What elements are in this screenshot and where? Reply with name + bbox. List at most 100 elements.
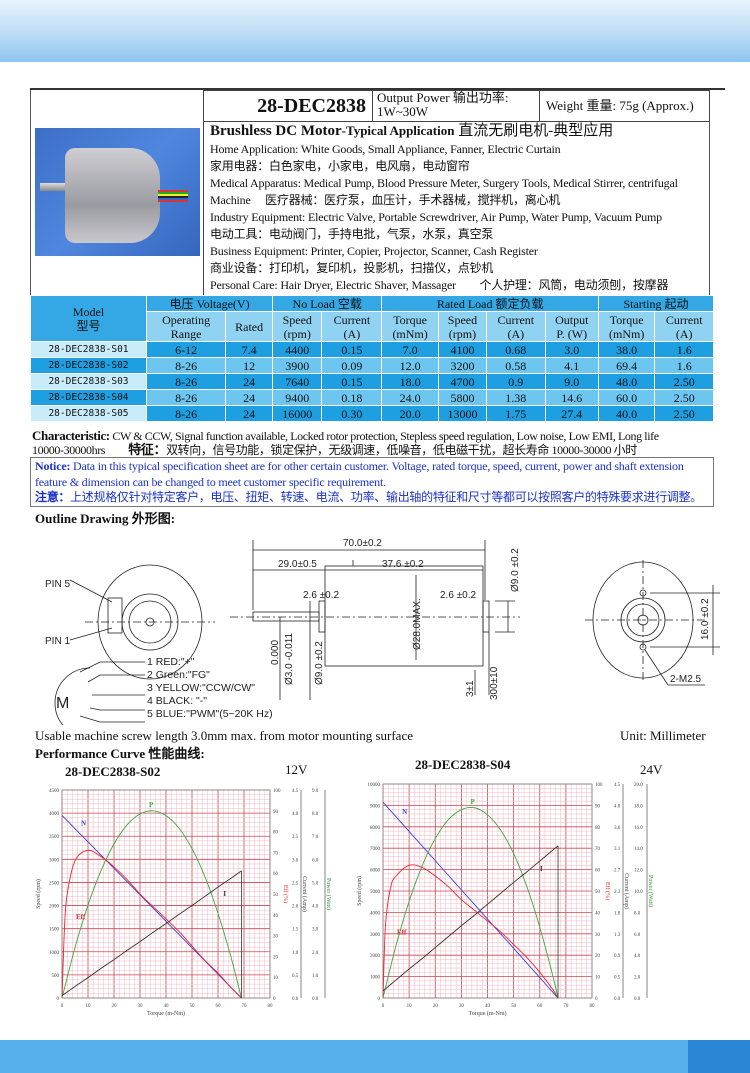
dim-holes: 16.0 ±0.2: [700, 598, 711, 640]
x-tick-label: 70: [563, 1004, 569, 1009]
current-tick-label: 0.5: [614, 976, 621, 981]
chart2-voltage: 24V: [640, 762, 663, 777]
y-axis-label: Speed (rpm): [35, 879, 42, 909]
applications: Brushless DC Motor-Typical Application 直…: [203, 121, 710, 295]
chart2-title: 28-DEC2838-S04: [415, 757, 511, 772]
y-tick-label: 9000: [370, 804, 381, 809]
eff-tick-label: 80: [273, 831, 279, 836]
table-cell: 40.0: [597, 405, 656, 422]
eff-tick-label: 60: [273, 872, 279, 877]
side-view: 70.0±0.2 29.0±0.5 37.6 ±0.2 2.6 ±0.2 2.6…: [230, 538, 521, 700]
sub-header: Torque (mNm): [597, 311, 656, 342]
table-cell: 18.0: [381, 373, 439, 390]
current-tick-label: 4.5: [614, 783, 621, 788]
table-cell: 1.38: [486, 389, 546, 406]
power-tick-label: 8.0: [312, 812, 319, 817]
current-tick-label: 2.0: [292, 905, 299, 910]
series-n-label: N: [402, 808, 407, 816]
sub-header: Current (A): [486, 311, 546, 342]
eff-axis-label: Eff (%): [282, 885, 289, 903]
table-cell: 48.0: [597, 373, 656, 390]
table-cell: 0.30: [321, 405, 383, 422]
x-tick-label: 0: [61, 1004, 64, 1009]
chart-s02: 0 10 20 30 40 50 60 70 8005001000150020002500300…: [35, 789, 332, 1017]
characteristic-text: CW & CCW, Signal function available, Loc…: [109, 429, 659, 443]
table-cell: 3900: [272, 357, 323, 374]
x-tick-label: 60: [216, 1004, 222, 1009]
current-tick-label: 1.8: [614, 911, 621, 916]
table-cell: 6-12: [145, 341, 227, 358]
eff-tick-label: 30: [595, 933, 601, 938]
current-tick-label: 3.5: [292, 835, 299, 840]
drawing-title: Outline Drawing 外形图:: [35, 511, 176, 526]
sub-header: Output P. (W): [544, 311, 599, 342]
table-cell: 1.75: [486, 405, 546, 422]
current-tick-label: 3.0: [292, 858, 299, 863]
dim-shaft-tol: 0.000: [270, 640, 281, 665]
x-tick-label: 0: [382, 1004, 385, 1009]
current-tick-label: 0.5: [292, 974, 299, 979]
y-tick-label: 4000: [49, 812, 60, 817]
eff-tick-label: 90: [273, 810, 279, 815]
y-tick-label: 2000: [370, 954, 381, 959]
y-tick-label: 1500: [49, 928, 60, 933]
x-tick-label: 50: [511, 1004, 517, 1009]
voltage-header: 电压 Voltage(V): [145, 295, 274, 312]
current-axis-label: Current (Amp): [623, 873, 630, 909]
table-cell: 0.09: [321, 357, 383, 374]
series-i-label: I: [540, 865, 543, 873]
dim-wire: 300±10: [489, 666, 500, 700]
notice-text: Data in this typical specification sheet…: [35, 459, 684, 489]
application-line: Personal Care: Hair Dryer, Electric Shav…: [210, 278, 669, 292]
table-row: 28-DEC2838-S05 8-26 24 16000 0.30 20.0 13000 1.…: [30, 405, 714, 422]
power-tick-label: 18.0: [634, 804, 643, 809]
front-view: PIN 5 PIN 1: [45, 564, 215, 680]
series-n-line: [61, 815, 242, 999]
motor-symbol: M: [56, 695, 69, 712]
series-i-line: [382, 845, 559, 992]
table-row: 28-DEC2838-S04 8-26 24 9400 0.18 24.0 5800 1.38…: [30, 389, 714, 406]
power-tick-label: 4.0: [634, 954, 641, 959]
x-tick-label: 80: [590, 1004, 596, 1009]
x-tick-label: 40: [164, 1004, 170, 1009]
current-axis-label: Current (Amp): [301, 876, 308, 912]
table-cell: 20.0: [381, 405, 439, 422]
x-tick-label: 30: [138, 1004, 144, 1009]
model-cell: 28-DEC2838-S03: [30, 373, 147, 390]
current-tick-label: 1.3: [614, 933, 621, 938]
divider: [30, 88, 725, 90]
table-cell: 0.58: [486, 357, 546, 374]
ratedload-header: Rated Load 额定负载: [381, 295, 599, 312]
y-tick-label: 5000: [370, 890, 381, 895]
sub-header: Current (A): [654, 311, 714, 342]
table-cell: 60.0: [597, 389, 656, 406]
app-title-rest: -Typical Application: [341, 123, 455, 138]
wire-3: 3 YELLOW:"CCW/CW": [147, 682, 255, 694]
power-tick-label: 6.0: [312, 858, 319, 863]
dim-shaft-dia: Ø3.0 -0.011: [284, 632, 295, 685]
characteristic-line2: 10000-30000hrs: [32, 443, 106, 457]
table-cell: 12: [225, 357, 274, 374]
power-tick-label: 0.0: [312, 997, 319, 1002]
table-cell: 0.15: [321, 341, 383, 358]
y-tick-label: 6000: [370, 869, 381, 874]
x-axis-label: Torque (m-Nm): [468, 1010, 506, 1017]
eff-tick-label: 90: [595, 804, 601, 809]
y-tick-label: 4000: [370, 911, 381, 916]
application-line: Medical Apparatus: Medical Pump, Blood P…: [210, 176, 678, 190]
app-title-cn: 直流无刷电机-典型应用: [458, 123, 614, 139]
current-tick-label: 0.0: [614, 997, 621, 1002]
table-cell: 8-26: [145, 389, 227, 406]
dim-boss-left-dia: Ø9.0 ±0.2: [314, 641, 325, 685]
current-tick-label: 4.5: [292, 789, 299, 794]
series-eff-label: Eff: [397, 929, 407, 937]
table-row: 28-DEC2838-S03 8-26 24 7640 0.15 18.0 4700 0.9 9…: [30, 373, 714, 390]
dim-total: 70.0±0.2: [343, 538, 382, 549]
y-tick-label: 7000: [370, 847, 381, 852]
y-tick-label: 1000: [370, 976, 381, 981]
sub-header: Torque (mNm): [381, 311, 439, 342]
starting-header: Starting 起动: [597, 295, 715, 312]
table-cell: 4100: [437, 341, 488, 358]
series-i-label: I: [223, 890, 226, 898]
table-cell: 69.4: [597, 357, 656, 374]
